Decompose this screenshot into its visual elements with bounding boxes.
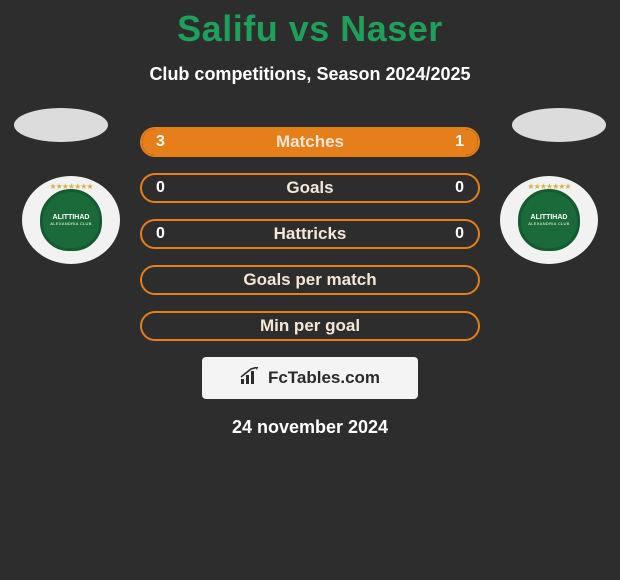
bar-label: Min per goal <box>142 313 478 339</box>
stat-bar: Goals per match <box>140 265 480 295</box>
bar-label: Matches <box>142 129 478 155</box>
club-logo-right: ★★★★★★★ ALITTIHAD ALEXANDRIA CLUB <box>500 176 598 264</box>
bar-label: Goals <box>142 175 478 201</box>
flag-right <box>512 108 606 142</box>
comparison-bars: 31Matches 00Goals 00Hattricks Goals per mat… <box>140 127 480 341</box>
bar-label: Goals per match <box>142 267 478 293</box>
crest-icon: ★★★★★★★ ALITTIHAD ALEXANDRIA CLUB <box>518 189 580 251</box>
chart-icon <box>240 367 262 390</box>
watermark-text: FcTables.com <box>268 368 380 388</box>
crest-icon: ★★★★★★★ ALITTIHAD ALEXANDRIA CLUB <box>40 189 102 251</box>
stat-bar: 00Goals <box>140 173 480 203</box>
subtitle: Club competitions, Season 2024/2025 <box>0 64 620 85</box>
stat-bar: 31Matches <box>140 127 480 157</box>
stat-bar: 00Hattricks <box>140 219 480 249</box>
page-title: Salifu vs Naser <box>0 0 620 50</box>
watermark: FcTables.com <box>202 357 418 399</box>
bar-label: Hattricks <box>142 221 478 247</box>
stat-bar: Min per goal <box>140 311 480 341</box>
date-line: 24 november 2024 <box>0 417 620 438</box>
club-logo-left: ★★★★★★★ ALITTIHAD ALEXANDRIA CLUB <box>22 176 120 264</box>
flag-left <box>14 108 108 142</box>
